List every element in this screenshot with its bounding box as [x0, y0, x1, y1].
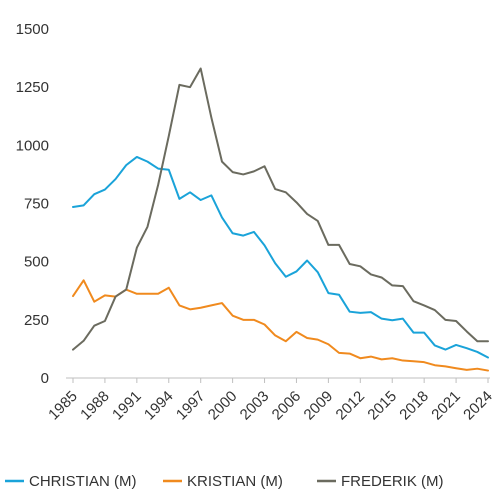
- y-tick-label: 0: [41, 370, 49, 387]
- y-tick-label: 500: [24, 254, 49, 271]
- y-tick-label: 250: [24, 312, 49, 329]
- x-axis: 1985198819911994199720002003200620092012…: [45, 377, 496, 424]
- x-tick-label: 1991: [109, 388, 145, 424]
- y-tick-label: 1500: [16, 21, 49, 38]
- y-tick-label: 750: [24, 196, 49, 213]
- x-tick-label: 2003: [237, 388, 273, 424]
- legend-label: CHRISTIAN (M): [29, 473, 137, 490]
- x-tick-label: 2018: [396, 388, 432, 424]
- x-tick-label: 1997: [173, 388, 209, 424]
- legend-label: KRISTIAN (M): [187, 473, 283, 490]
- y-tick-label: 1250: [16, 79, 49, 96]
- plot-area: [72, 67, 489, 372]
- legend-label: FREDERIK (M): [341, 473, 444, 490]
- x-tick-label: 2012: [333, 388, 369, 424]
- x-tick-label: 2015: [364, 388, 400, 424]
- y-axis: 0 250 500 750 1000 1250 1500: [16, 21, 49, 387]
- x-tick-label: 2021: [428, 388, 464, 424]
- x-tick-label: 2006: [269, 388, 305, 424]
- x-tick-label: 1988: [77, 388, 113, 424]
- x-tick-label: 2009: [301, 388, 337, 424]
- x-tick-label: 1994: [141, 388, 177, 424]
- legend: CHRISTIAN (M) KRISTIAN (M) FREDERIK (M): [5, 473, 444, 490]
- x-tick-label: 2000: [205, 388, 241, 424]
- series-line-2: [72, 67, 489, 351]
- y-tick-label: 1000: [16, 137, 49, 154]
- x-tick-label: 1985: [45, 388, 81, 424]
- x-tick-label: 2024: [460, 388, 496, 424]
- series-line-0: [72, 155, 489, 359]
- series-line-1: [72, 279, 489, 372]
